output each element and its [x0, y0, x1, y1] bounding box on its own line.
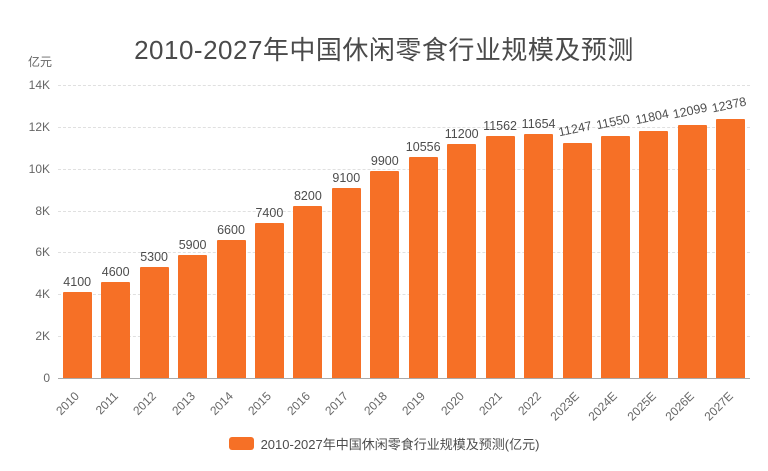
gridline [58, 336, 750, 338]
y-axis-tick-label: 2K [35, 329, 50, 344]
y-axis-tick-label: 0 [43, 371, 50, 385]
bar-value-label: 5300 [140, 250, 168, 265]
y-axis-unit-label: 亿元 [28, 55, 53, 69]
bar-value-label: 11550 [595, 111, 632, 133]
bar-2014[interactable] [216, 239, 246, 378]
y-axis-tick-label: 10K [28, 161, 50, 176]
y-axis-tick-label: 4K [35, 287, 50, 302]
bar-value-label: 12099 [671, 100, 709, 122]
legend: 2010-2027年中国休闲零食行业规模及预测(亿元) [0, 434, 768, 453]
bar-2011[interactable] [101, 281, 131, 378]
bar-value-label: 4600 [101, 264, 130, 279]
bar-value-label: 10556 [405, 140, 441, 155]
bar-2016[interactable] [293, 206, 323, 378]
bar-2023E[interactable] [562, 142, 592, 378]
y-axis-tick-label: 6K [35, 245, 50, 260]
bar-value-label: 11804 [633, 106, 671, 128]
bar-value-label: 4100 [63, 275, 92, 290]
bar-2013[interactable] [178, 254, 208, 378]
plot-area: 4100 4600 5300 5900 6600 7400 8200 9100 9900 1055… [58, 85, 750, 379]
legend-item[interactable]: 2010-2027年中国休闲零食行业规模及预测(亿元) [228, 434, 540, 453]
bar-2025E[interactable] [639, 131, 669, 378]
bar-value-label: 5900 [178, 237, 207, 252]
gridline [58, 294, 750, 296]
bar-2020[interactable] [447, 143, 477, 378]
gridline [58, 252, 750, 254]
bar-2010[interactable] [62, 292, 92, 378]
bar-value-label: 7400 [255, 206, 284, 221]
bar-value-label: 9100 [332, 170, 361, 185]
bar-value-label: 11247 [557, 118, 594, 139]
legend-label: 2010-2027年中国休闲零食行业规模及预测(亿元) [260, 437, 540, 452]
bar-2024E[interactable] [600, 136, 630, 378]
bar-2018[interactable] [370, 170, 400, 378]
bar-value-label: 6600 [217, 222, 245, 237]
gridline [58, 126, 750, 128]
gridline [58, 168, 750, 170]
bar-value-label: 11200 [444, 126, 479, 141]
y-axis-tick-label: 12K [28, 119, 50, 134]
legend-swatch-icon [228, 437, 254, 450]
bar-value-label: 12378 [710, 94, 748, 116]
bar-2022[interactable] [524, 134, 554, 378]
y-axis-tick-label: 14K [28, 78, 50, 92]
bar-2027E[interactable] [716, 118, 746, 378]
gridline [58, 85, 750, 86]
y-axis-tick-label: 8K [35, 203, 50, 218]
bar-2017[interactable] [331, 187, 361, 378]
bar-2019[interactable] [408, 157, 438, 378]
bar-value-label: 8200 [293, 189, 322, 204]
bar-value-label: 9900 [370, 153, 399, 168]
bar-2015[interactable] [254, 223, 284, 378]
bar-2012[interactable] [139, 267, 169, 378]
gridline [58, 210, 750, 212]
chart-title: 2010-2027年中国休闲零食行业规模及预测 [134, 35, 634, 65]
bar-value-label: 11654 [521, 117, 556, 132]
bar-value-label: 11562 [483, 119, 518, 133]
bar-2026E[interactable] [677, 124, 707, 378]
bar-2021[interactable] [485, 136, 515, 378]
